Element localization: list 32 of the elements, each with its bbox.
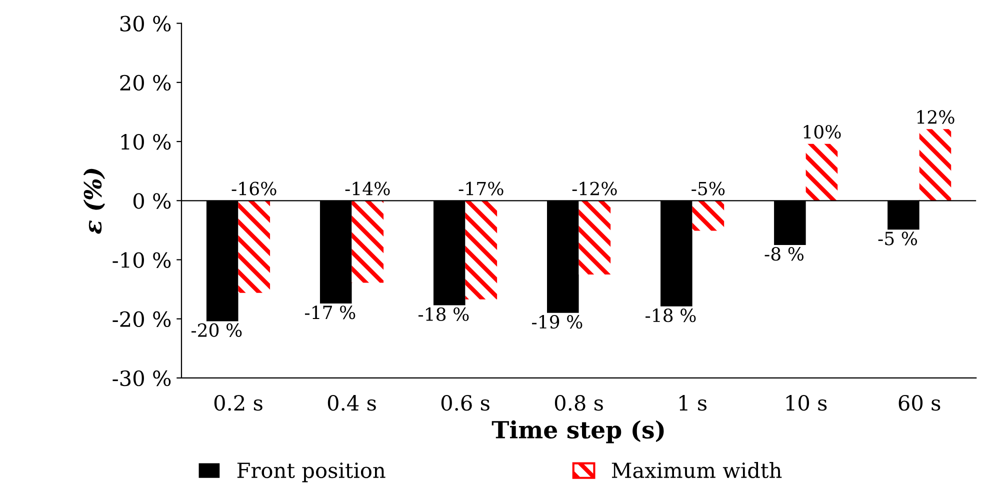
data-label: -12%	[572, 182, 617, 196]
y-tick-label: 10 %	[121, 134, 171, 150]
data-label: -8 %	[764, 247, 804, 261]
x-tick-label: 0.4 s	[328, 394, 376, 411]
data-label: -18 %	[646, 308, 696, 322]
data-label: -14%	[345, 182, 390, 196]
y-axis-title: ε (%)	[83, 168, 106, 234]
data-label: -19 %	[532, 315, 582, 329]
data-label: -5 %	[878, 232, 918, 246]
y-tick-label: 20 %	[120, 74, 171, 91]
y-tick-label: -10 %	[112, 252, 171, 268]
data-label: -17 %	[304, 306, 356, 320]
x-tick-label: 60 s	[898, 394, 940, 411]
x-tick-label: 0.8 s	[554, 394, 603, 411]
x-tick-label: 0.2 s	[214, 394, 262, 411]
data-label: -5%	[692, 182, 725, 196]
y-tick-label: -30 %	[112, 370, 171, 386]
data-label: 10%	[804, 124, 841, 139]
data-label: -20 %	[191, 323, 242, 337]
legend-label: Maximum width	[612, 462, 782, 478]
data-label: 12%	[917, 110, 954, 124]
data-label: -16%	[232, 182, 276, 196]
x-tick-label: 1 s	[680, 394, 707, 411]
x-tick-label: 0.6 s	[441, 394, 490, 411]
y-tick-label: 30 %	[120, 16, 171, 32]
x-tick-label: 10 s	[786, 394, 827, 411]
x-axis-title: Time step (s)	[492, 420, 664, 444]
data-label: -17%	[458, 182, 504, 196]
data-label: -18 %	[418, 307, 469, 321]
y-tick-label: 0 %	[133, 193, 171, 209]
y-tick-label: -20 %	[112, 311, 171, 328]
legend-label: Front position	[237, 462, 386, 482]
